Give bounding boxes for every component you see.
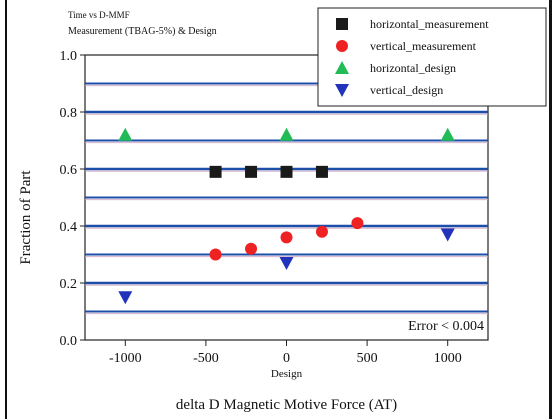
y-tick-label-4: 0.8 [60, 106, 78, 121]
error-annotation: Error < 0.004 [408, 319, 484, 334]
legend-label-2: horizontal_design [370, 61, 456, 75]
x-tick-label-1: -500 [193, 351, 219, 366]
legend-label-3: vertical_design [370, 83, 443, 97]
point-vertical-measurement-2 [280, 231, 293, 244]
legend-marker-0 [336, 18, 348, 30]
point-vertical-measurement-4 [351, 217, 364, 230]
header-line-2: Measurement (TBAG-5%) & Design [68, 26, 217, 37]
point-horizontal-measurement-0 [209, 165, 222, 178]
point-horizontal-measurement-3 [315, 165, 328, 178]
point-vertical-measurement-0 [209, 248, 222, 261]
legend-marker-1 [336, 40, 348, 52]
y-tick-label-0: 0.0 [60, 334, 78, 349]
legend-marker-3 [335, 84, 349, 97]
point-horizontal-design-1 [279, 127, 294, 141]
x-tick-label-3: 500 [357, 351, 378, 366]
header-line-1: Time vs D-MMF [68, 10, 130, 20]
y-tick-label-1: 0.2 [60, 277, 78, 292]
x-axis-title: delta D Magnetic Motive Force (AT) [176, 397, 397, 413]
x-center-label: Design [271, 368, 303, 380]
point-horizontal-design-0 [118, 127, 133, 141]
right-border [549, 0, 552, 419]
point-vertical-design-2 [440, 228, 455, 242]
y-axis-title: Fraction of Part [18, 170, 34, 265]
legend-label-0: horizontal_measurement [370, 17, 489, 31]
point-horizontal-design-2 [440, 127, 455, 141]
left-border [5, 0, 7, 419]
point-vertical-design-1 [279, 257, 294, 271]
legend-box [317, 7, 547, 107]
y-tick-label-2: 0.4 [60, 220, 78, 235]
y-tick-label-3: 0.6 [60, 163, 78, 178]
point-horizontal-measurement-1 [245, 165, 258, 178]
x-tick-label-4: 1000 [434, 351, 462, 366]
legend-label-1: vertical_measurement [370, 39, 477, 53]
point-vertical-measurement-3 [315, 225, 328, 238]
x-tick-label-2: 0 [283, 351, 290, 366]
point-vertical-design-0 [118, 291, 133, 305]
point-horizontal-measurement-2 [280, 165, 293, 178]
x-tick-label-0: -1000 [109, 351, 142, 366]
legend-marker-2 [335, 61, 349, 74]
y-tick-label-5: 1.0 [60, 49, 78, 64]
point-vertical-measurement-1 [245, 242, 258, 255]
